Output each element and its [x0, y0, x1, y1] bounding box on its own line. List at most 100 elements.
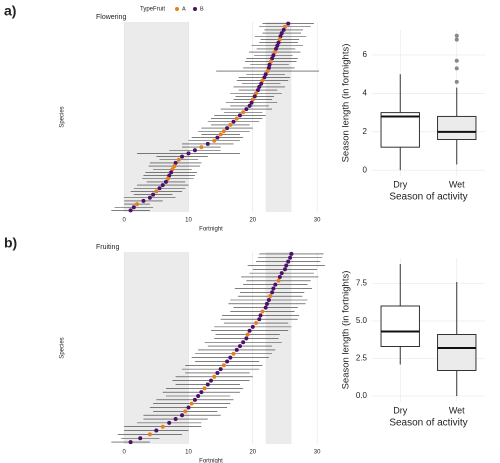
- x-tick-label: 0: [122, 450, 126, 456]
- point: [215, 370, 220, 375]
- point: [268, 59, 273, 64]
- box: [380, 305, 420, 347]
- point: [209, 378, 213, 383]
- point: [276, 278, 281, 283]
- point: [160, 424, 165, 429]
- point: [257, 84, 262, 89]
- point: [276, 40, 281, 45]
- point: [154, 428, 159, 433]
- point: [221, 363, 226, 368]
- x-tick-label: 30: [314, 218, 321, 224]
- point: [167, 420, 172, 425]
- point: [266, 298, 271, 302]
- point: [141, 198, 146, 203]
- point: [265, 69, 270, 74]
- point: [244, 336, 249, 341]
- point: [284, 263, 289, 268]
- x-tick-label: Dry: [393, 179, 407, 189]
- x-axis-title: Season of activity: [389, 418, 467, 429]
- y-tick-label: 7.5: [356, 279, 368, 288]
- point: [199, 145, 204, 150]
- point: [215, 135, 220, 140]
- point: [254, 91, 259, 96]
- y-axis-title: Season length (in fortnights): [341, 271, 352, 390]
- point: [173, 417, 178, 422]
- shaded-band: [265, 22, 292, 212]
- y-axis-title: Species: [60, 337, 66, 358]
- point: [247, 103, 252, 108]
- x-tick-label: Dry: [393, 405, 407, 415]
- box: [437, 115, 477, 140]
- point: [277, 37, 282, 42]
- legend-label: B: [200, 6, 204, 12]
- point: [281, 27, 286, 32]
- x-tick-label: 30: [314, 450, 321, 456]
- legend-dot: [175, 7, 179, 11]
- point: [173, 160, 178, 165]
- shaded-band: [265, 252, 292, 444]
- point: [192, 397, 197, 402]
- point: [278, 34, 283, 39]
- point: [228, 122, 233, 127]
- point: [147, 195, 152, 200]
- box: [437, 334, 477, 371]
- point: [258, 313, 263, 318]
- point: [241, 340, 246, 345]
- point: [262, 75, 267, 80]
- point: [167, 173, 172, 178]
- point: [165, 176, 170, 181]
- x-tick-label: 10: [185, 450, 192, 456]
- x-tick-label: 20: [249, 218, 256, 224]
- point: [154, 189, 159, 194]
- point: [147, 432, 152, 437]
- y-tick-label: 0: [363, 165, 368, 174]
- point: [264, 301, 269, 306]
- legend-title: TypeFruit: [140, 7, 165, 13]
- shaded-band: [124, 22, 189, 212]
- point: [255, 88, 260, 93]
- point: [244, 107, 249, 112]
- point: [259, 81, 264, 86]
- point: [273, 46, 278, 51]
- point: [275, 43, 280, 48]
- point: [260, 309, 265, 314]
- legend-dot: [193, 7, 197, 11]
- point: [135, 202, 140, 207]
- point: [249, 100, 254, 105]
- point: [266, 65, 271, 70]
- point: [180, 154, 185, 159]
- point: [128, 208, 133, 213]
- point: [231, 119, 236, 124]
- box: [380, 112, 420, 148]
- point: [282, 267, 287, 272]
- point: [279, 31, 284, 36]
- point: [151, 192, 156, 197]
- outlier: [454, 66, 459, 71]
- panel-label: b): [4, 235, 17, 251]
- point: [282, 24, 287, 29]
- point: [192, 148, 197, 153]
- x-tick-label: 20: [249, 450, 256, 456]
- point: [218, 367, 223, 372]
- y-tick-label: 5.0: [356, 316, 368, 325]
- point: [202, 386, 207, 391]
- point: [286, 259, 291, 264]
- x-axis-title: Fortnight: [199, 459, 223, 463]
- point: [170, 167, 175, 172]
- point: [228, 355, 233, 360]
- point: [252, 94, 257, 99]
- x-tick-label: 10: [185, 218, 192, 224]
- shaded-band: [124, 252, 189, 444]
- y-tick-label: 6: [363, 50, 368, 59]
- point: [271, 286, 276, 291]
- point: [176, 157, 181, 162]
- point: [225, 359, 230, 364]
- outlier: [454, 58, 459, 63]
- point: [234, 116, 239, 121]
- point: [257, 317, 262, 322]
- point: [205, 141, 210, 146]
- point: [237, 344, 242, 349]
- point: [250, 97, 255, 102]
- panel-label: a): [4, 3, 16, 19]
- point: [186, 405, 191, 410]
